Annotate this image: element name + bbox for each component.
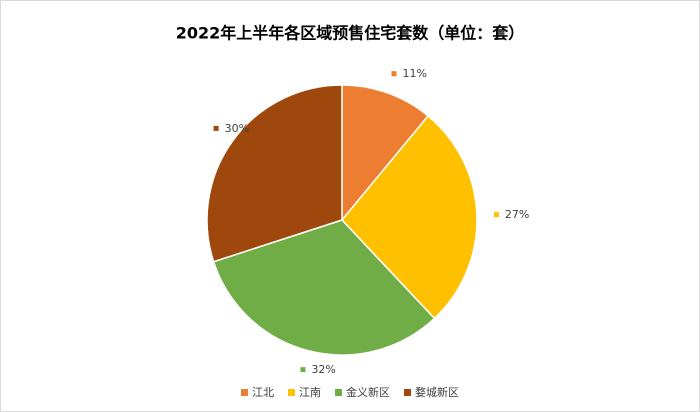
legend-label: 江北 <box>252 386 274 399</box>
label-marker <box>213 125 219 131</box>
label-marker <box>391 71 397 77</box>
legend-marker <box>241 389 248 396</box>
pie-slice <box>341 84 430 223</box>
label-marker <box>300 367 306 373</box>
legend-label: 婺城新区 <box>415 385 459 399</box>
data-label: 30% <box>225 122 249 135</box>
data-label: 11% <box>403 67 427 80</box>
legend-marker <box>404 389 411 396</box>
legend-label: 江南 <box>299 386 321 399</box>
pie-slice <box>212 219 436 356</box>
legend-marker <box>288 389 295 396</box>
legend-marker <box>335 389 342 396</box>
label-marker <box>493 212 499 218</box>
pie-slice <box>206 84 343 263</box>
chart-title: 2022年上半年各区域预售住宅套数（单位：套） <box>176 24 525 43</box>
data-label: 32% <box>311 363 335 376</box>
data-label: 27% <box>505 208 529 221</box>
legend-label: 金义新区 <box>346 385 390 399</box>
pie-slice <box>341 114 478 320</box>
